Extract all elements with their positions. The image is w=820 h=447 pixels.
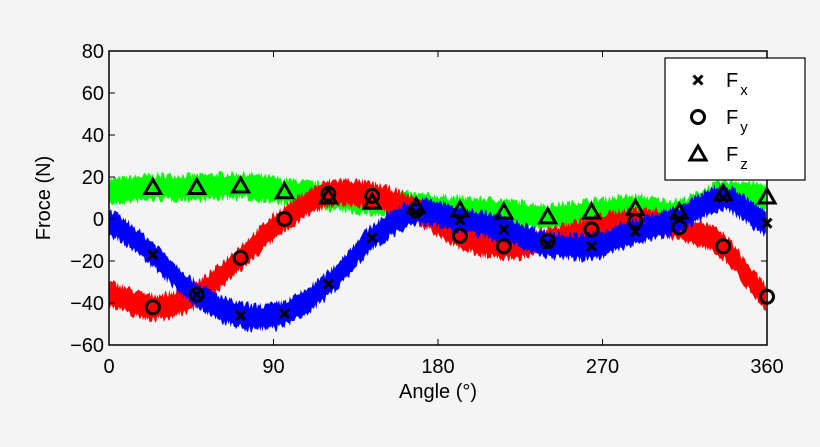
marker-fx: [235, 310, 247, 322]
marker-fy: [276, 211, 293, 227]
marker-fy: [671, 219, 688, 236]
marker-fz: [317, 185, 339, 205]
marker-fx: [191, 289, 203, 301]
x-axis-label: Angle (°): [399, 381, 477, 403]
y-tick-label: 40: [82, 125, 104, 147]
marker-fy: [495, 238, 512, 255]
y-tick-label: 20: [82, 167, 104, 189]
marker-fz: [449, 198, 471, 218]
legend-marker-fz: [687, 142, 709, 162]
marker-fx: [366, 232, 378, 244]
marker-fx: [629, 226, 641, 238]
marker-fx: [322, 278, 334, 290]
noise-band-y: [109, 177, 766, 323]
x-tick-label: 90: [262, 356, 284, 378]
marker-fz: [668, 201, 690, 220]
y-tick-label: −60: [70, 335, 104, 357]
x-tick-label: 180: [421, 356, 454, 378]
marker-fy: [364, 187, 381, 204]
marker-fx: [585, 240, 598, 252]
marker-fy: [451, 227, 468, 244]
noise-band-x: [109, 182, 766, 333]
marker-fx: [498, 223, 510, 236]
marker-fz: [142, 176, 164, 195]
legend-marker-fy: [690, 109, 706, 125]
marker-fz: [712, 182, 734, 202]
marker-fy: [144, 299, 161, 316]
y-axis-label: Froce (N): [33, 156, 55, 240]
marker-fy: [188, 286, 205, 303]
y-tick-label: 0: [93, 209, 104, 231]
marker-fz: [230, 175, 252, 194]
marker-fx: [278, 307, 291, 320]
noise-bands: [109, 170, 766, 333]
y-axis: −60 −40 −20 0 20 40 60 80: [70, 41, 767, 357]
y-tick-label: 80: [82, 41, 104, 63]
x-tick-label: 0: [103, 356, 114, 378]
marker-fz: [537, 205, 559, 225]
marker-fy: [539, 233, 556, 250]
marker-fz: [405, 195, 427, 214]
x-tick-label: 270: [586, 356, 619, 378]
marker-fz: [580, 201, 603, 220]
marker-fz: [493, 201, 515, 220]
x-tick-label: 360: [750, 356, 783, 378]
marker-fy: [715, 238, 732, 255]
marker-fy: [583, 221, 600, 238]
marker-fz: [273, 180, 296, 200]
marker-fz: [624, 197, 646, 216]
marker-fx: [147, 249, 159, 261]
y-tick-label: −20: [70, 251, 104, 273]
markers: [142, 175, 778, 322]
y-tick-label: 60: [82, 83, 104, 105]
legend-marker-fx: [692, 74, 704, 86]
marker-fy: [232, 249, 249, 266]
y-tick-label: −40: [70, 293, 104, 315]
marker-fz: [186, 176, 208, 195]
marker-fz: [361, 191, 383, 210]
x-axis: 0 90 180 270 360: [103, 51, 784, 378]
legend-box: [664, 57, 806, 181]
